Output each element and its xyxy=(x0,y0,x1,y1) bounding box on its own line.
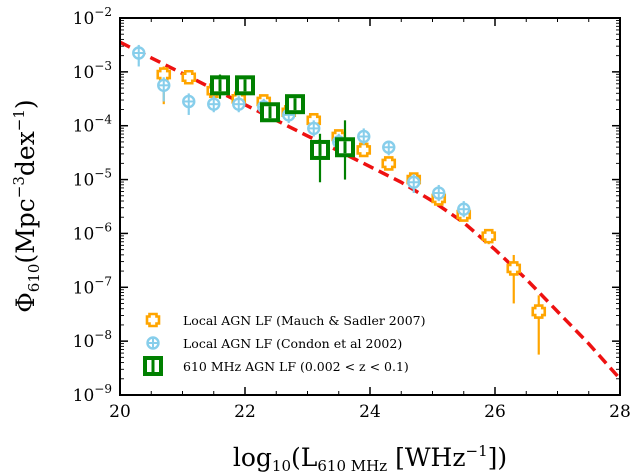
data-point xyxy=(207,97,221,111)
data-point xyxy=(232,97,246,111)
y-tick-label: 10−9 xyxy=(73,382,112,406)
legend-item: Local AGN LF (Mauch & Sadler 2007) xyxy=(145,312,425,328)
y-tick-label: 10−8 xyxy=(73,328,112,352)
data-point xyxy=(132,46,146,60)
x-tick-label: 28 xyxy=(609,402,630,422)
legend-marker xyxy=(146,336,160,350)
series-2 xyxy=(210,74,355,183)
y-tick-label: 10−6 xyxy=(73,220,112,244)
y-tick-label: 10−7 xyxy=(73,274,112,298)
data-point xyxy=(432,186,446,200)
data-point xyxy=(235,75,255,96)
data-point xyxy=(382,140,396,154)
data-point xyxy=(457,202,471,216)
data-point-shape xyxy=(481,228,497,244)
data-point-shape xyxy=(506,261,522,276)
x-tick-label: 24 xyxy=(359,402,381,422)
data-point xyxy=(381,156,397,171)
data-point xyxy=(481,228,497,244)
data-point-shape xyxy=(181,69,197,85)
data-point xyxy=(260,102,280,123)
y-tick-label: 10−5 xyxy=(73,167,112,191)
series-1 xyxy=(132,44,471,218)
x-axis-title: log10(L610 MHz [WHz−1]) xyxy=(233,442,507,475)
x-tick-label: 22 xyxy=(234,402,256,422)
legend-item: 610 MHz AGN LF (0.002 < z < 0.1) xyxy=(143,356,409,376)
data-point xyxy=(531,304,547,319)
legend-label: Local AGN LF (Mauch & Sadler 2007) xyxy=(183,313,425,328)
y-tick-label: 10−3 xyxy=(73,59,112,83)
data-point xyxy=(506,261,522,276)
y-axis-title: Φ610(Mpc−3dex−1) xyxy=(10,99,43,312)
data-point xyxy=(407,175,421,189)
fit-line xyxy=(120,40,620,380)
data-point xyxy=(210,75,230,96)
data-point xyxy=(181,69,197,85)
legend-marker xyxy=(145,312,161,328)
data-point xyxy=(307,121,321,136)
data-point xyxy=(357,129,371,144)
legend-label: Local AGN LF (Condon et al 2002) xyxy=(183,336,402,351)
x-tick-label: 20 xyxy=(109,402,131,422)
data-point-shape xyxy=(381,156,397,171)
data-point xyxy=(285,94,305,115)
data-point xyxy=(310,139,330,160)
data-point xyxy=(335,137,355,158)
data-point xyxy=(157,78,171,93)
legend-item: Local AGN LF (Condon et al 2002) xyxy=(146,336,402,351)
legend-label: 610 MHz AGN LF (0.002 < z < 0.1) xyxy=(183,359,409,374)
axes: 20 22 24 26 28 10−2 10−3 10−4 10−5 10−6 10−7 10−8 10… xyxy=(73,5,630,422)
data-point xyxy=(356,142,372,158)
x-tick-label: 26 xyxy=(484,402,506,422)
data-point-shape xyxy=(356,142,372,158)
legend-marker xyxy=(143,356,163,376)
plot-marks xyxy=(120,40,620,380)
y-tick-label: 10−4 xyxy=(73,113,113,137)
data-point-shape xyxy=(531,304,547,319)
legend: Local AGN LF (Mauch & Sadler 2007) Local … xyxy=(143,312,425,376)
data-point xyxy=(182,94,196,109)
legend-marker-shape xyxy=(145,312,161,328)
y-tick-label: 10−2 xyxy=(73,5,112,29)
